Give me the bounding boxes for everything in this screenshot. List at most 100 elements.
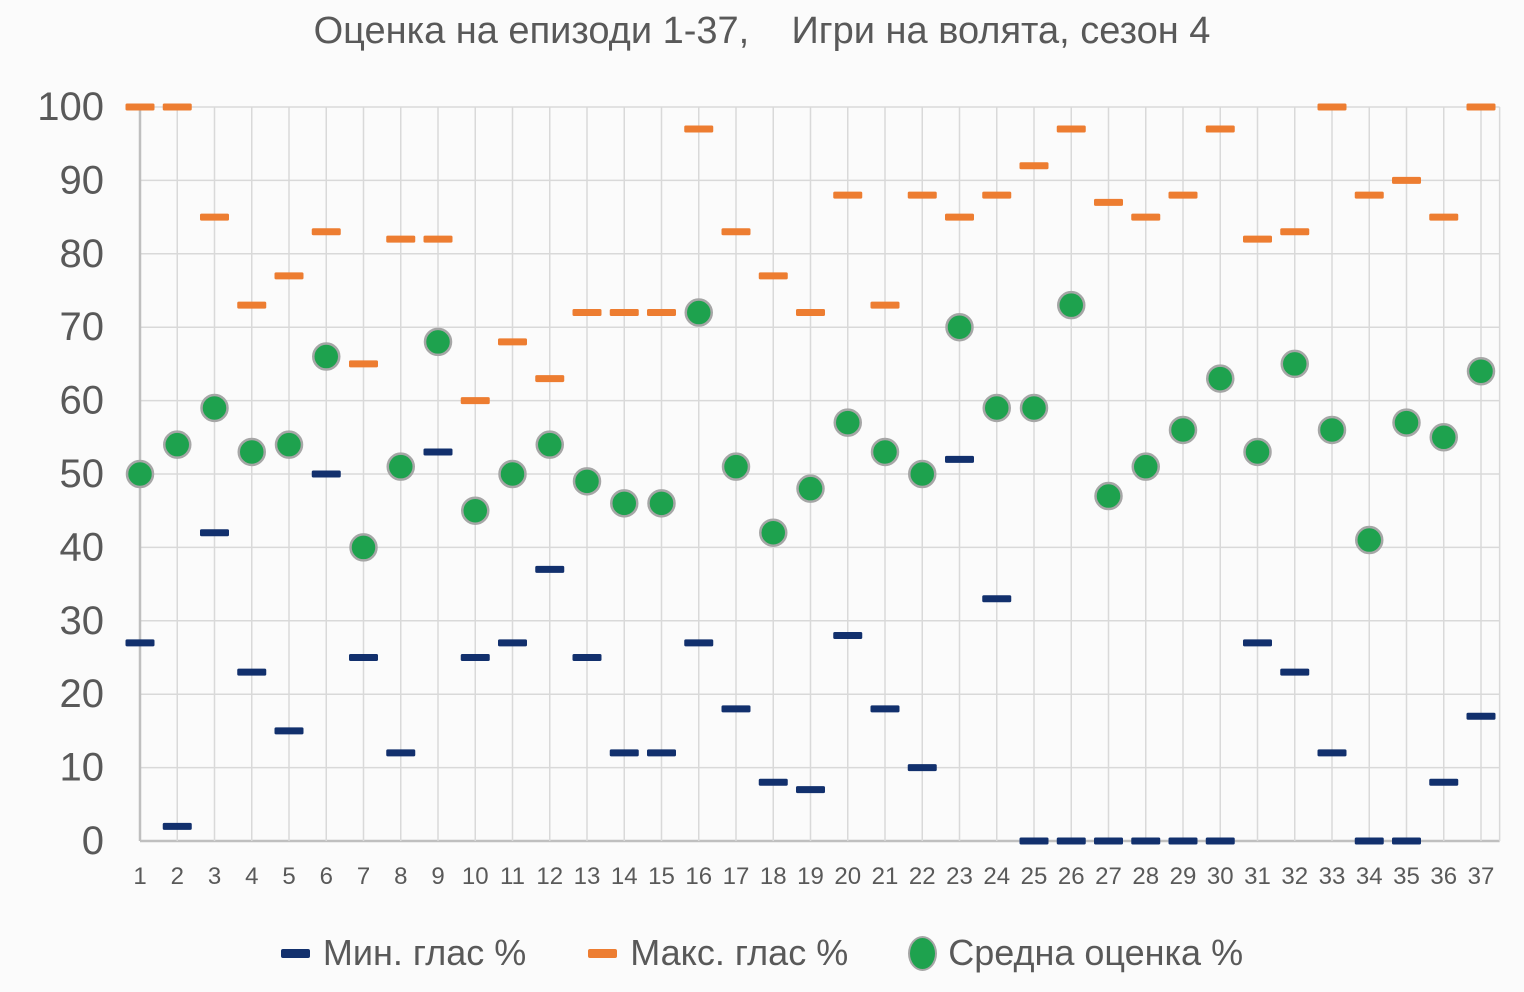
series-2-circle-marker — [237, 437, 266, 467]
series-0-dash-marker — [1205, 837, 1235, 845]
series-2-circle-marker — [1317, 415, 1347, 445]
series-2-circle-marker — [647, 489, 676, 518]
legend-item-0: Мин. глас % — [280, 932, 526, 974]
legend-item-label: Макс. глас % — [630, 932, 849, 973]
series-2-circle-marker — [312, 342, 341, 371]
series-2-circle-marker — [1280, 349, 1309, 379]
series-0-dash-marker — [1094, 837, 1123, 845]
series-1-dash-marker — [1392, 176, 1421, 184]
series-2-circle-marker — [163, 430, 192, 459]
series-1-dash-marker — [796, 309, 825, 317]
series-2-circle-marker — [1206, 364, 1235, 393]
legend-item-label: Средна оценка % — [948, 932, 1244, 973]
series-0-dash-marker — [982, 595, 1012, 603]
series-1-dash-marker — [609, 309, 639, 317]
series-0-dash-marker — [870, 705, 900, 713]
x-axis-label: 4 — [245, 863, 258, 890]
series-0-dash-marker — [349, 654, 378, 661]
legend-marker-dash-icon — [588, 948, 618, 958]
x-axis-label: 8 — [394, 863, 407, 890]
series-0-dash-marker — [535, 565, 565, 573]
series-0-dash-marker — [1168, 837, 1198, 845]
series-1-dash-marker — [349, 360, 378, 368]
legend-marker-circle-icon — [910, 937, 936, 969]
series-2-circle-marker — [1466, 356, 1496, 386]
series-0-dash-marker — [1243, 639, 1272, 647]
series-0-dash-marker — [423, 448, 453, 456]
series-0-dash-marker — [1429, 778, 1459, 786]
series-2-circle-marker — [721, 452, 751, 481]
series-1-dash-marker — [758, 272, 788, 280]
series-2-circle-marker — [870, 437, 900, 467]
x-axis-label: 7 — [357, 863, 370, 890]
x-axis-label: 9 — [431, 863, 444, 890]
series-1-dash-marker — [1280, 228, 1310, 236]
series-1-dash-marker — [870, 301, 900, 309]
y-axis-label: 60 — [60, 379, 105, 423]
y-axis-label: 100 — [37, 85, 104, 129]
series-2-circle-marker — [535, 430, 564, 459]
x-axis-label: 1 — [133, 863, 146, 890]
series-2-circle-marker — [274, 430, 304, 459]
legend-item-1: Макс. глас % — [588, 932, 848, 974]
series-0-dash-marker — [572, 654, 602, 661]
series-2-circle-marker — [572, 467, 602, 496]
series-2-circle-marker — [982, 393, 1011, 423]
series-2-circle-marker — [1168, 415, 1198, 445]
chart-title: Оценка на епизоди 1-37, Игри на волята, … — [313, 10, 1211, 52]
series-1-dash-marker — [1205, 125, 1235, 133]
series-0-dash-marker — [200, 529, 229, 537]
x-axis-label: 3 — [208, 863, 221, 890]
y-axis-label: 80 — [60, 232, 105, 276]
series-1-dash-marker — [274, 272, 304, 280]
series-0-dash-marker — [833, 631, 863, 639]
series-1-dash-marker — [572, 309, 602, 317]
series-0-dash-marker — [1056, 837, 1086, 845]
series-2-circle-marker — [610, 489, 639, 518]
x-axis-label: 35 — [1393, 863, 1420, 890]
x-axis-label: 5 — [282, 863, 295, 890]
x-axis-label: 31 — [1244, 863, 1271, 890]
series-1-dash-marker — [1317, 103, 1347, 111]
series-2-circle-marker — [498, 459, 527, 489]
series-0-dash-marker — [1466, 712, 1496, 720]
x-axis-label: 18 — [760, 863, 787, 890]
series-0-dash-marker — [460, 654, 490, 661]
series-0-dash-marker — [386, 749, 416, 757]
series-1-dash-marker — [1354, 191, 1384, 199]
series-2-circle-marker — [423, 327, 453, 357]
y-axis-label: 70 — [60, 305, 105, 349]
series-1-dash-marker — [1168, 191, 1198, 199]
series-1-dash-marker — [311, 228, 341, 236]
x-axis-label: 2 — [171, 863, 184, 890]
series-2-circle-marker — [1392, 408, 1421, 437]
x-axis-label: 14 — [611, 863, 638, 890]
series-1-dash-marker — [907, 191, 937, 199]
series-2-circle-marker — [1429, 423, 1458, 452]
series-2-circle-marker — [1094, 481, 1123, 511]
x-axis-label: 11 — [500, 863, 525, 890]
x-axis-label: 26 — [1058, 863, 1085, 890]
series-1-dash-marker — [684, 125, 714, 133]
series-1-dash-marker — [460, 397, 490, 405]
series-1-dash-marker — [237, 301, 267, 309]
series-0-dash-marker — [125, 639, 155, 647]
x-axis-label: 21 — [872, 863, 899, 890]
x-axis-label: 28 — [1132, 863, 1159, 890]
series-0-dash-marker — [1019, 837, 1049, 845]
x-axis-label: 24 — [983, 863, 1010, 890]
series-1-dash-marker — [423, 235, 453, 243]
series-2-circle-marker — [908, 459, 937, 489]
series-2-circle-marker — [1019, 393, 1049, 423]
x-axis-label: 25 — [1021, 863, 1048, 890]
series-2-circle-marker — [1057, 290, 1086, 320]
x-axis-label: 13 — [574, 863, 601, 890]
series-2-circle-marker — [684, 298, 713, 327]
x-axis-label: 22 — [909, 863, 936, 890]
legend-marker-dash-icon — [280, 948, 310, 958]
series-1-dash-marker — [200, 213, 229, 221]
series-0-dash-marker — [647, 749, 676, 757]
y-axis-label: 10 — [60, 746, 105, 790]
series-2-circle-marker — [349, 533, 378, 562]
